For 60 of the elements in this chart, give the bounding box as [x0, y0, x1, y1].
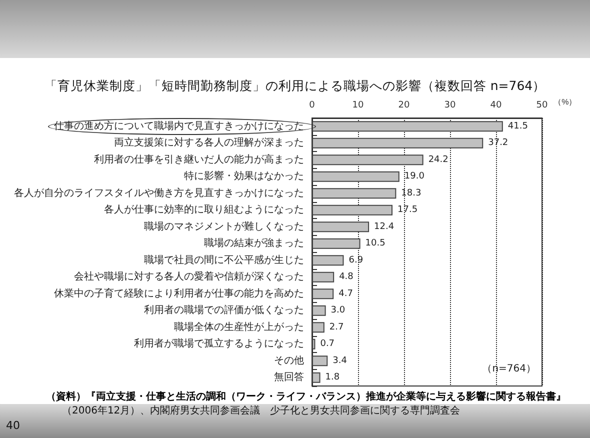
bar — [312, 238, 360, 249]
bar — [312, 322, 324, 333]
y-tick-label: 職場全体の生産性が上がった — [174, 320, 304, 333]
bar — [312, 222, 370, 232]
y-tick-label: 利用者の仕事を引き継いだ人の能力が高まった — [94, 153, 304, 166]
bar — [312, 121, 503, 132]
x-tick-label: 30 — [444, 100, 456, 110]
data-label: 24.2 — [428, 154, 448, 165]
bar — [312, 188, 396, 199]
y-tick-label: 利用者の職場での評価が低くなった — [144, 304, 304, 316]
bar — [312, 255, 344, 266]
data-label: 41.5 — [508, 121, 528, 132]
y-tick-label: その他 — [274, 354, 304, 366]
y-tick-label: 会社や職場に対する各人の愛着や信頼が深くなった — [74, 270, 304, 283]
text: （2006年12月）、内閣府男女共同参画会議 少子化と男女共同参画に関する専門調査会 — [62, 404, 460, 416]
y-tick-label: 仕事の進め方について職場内で見直すきっかけになった — [54, 120, 304, 132]
bar — [312, 338, 316, 350]
y-tick-label: 各人が自分のライフスタイルや働き方を見直すきっかけになった — [14, 186, 304, 199]
data-label: 18.3 — [401, 188, 422, 198]
y-tick-label: 無回答 — [274, 371, 304, 384]
y-tick-label: 職場で社員の間に不公平感が生じた — [144, 254, 304, 266]
bar — [312, 272, 334, 282]
x-axis-title: （%） — [554, 98, 577, 106]
bar — [312, 154, 424, 166]
bar — [312, 372, 320, 383]
data-label: 0.7 — [320, 339, 335, 350]
bar — [312, 356, 328, 366]
annotation: （n=764） — [482, 364, 536, 374]
x-tick-label: 40 — [490, 100, 502, 110]
data-label: 10.5 — [365, 238, 386, 249]
bar — [312, 171, 400, 182]
data-label: 6.9 — [348, 255, 364, 266]
data-label: 17.5 — [398, 205, 418, 216]
data-label: 2.7 — [329, 322, 344, 332]
chart-title: 「育児休業制度」「短時間勤務制度」の利用による職場への影響（複数回答 n=764） — [44, 78, 546, 93]
text: 40 — [6, 419, 20, 432]
data-label: 4.7 — [338, 288, 353, 299]
y-tick-label: 両立支援策に対する各人の理解が深まった — [114, 136, 304, 149]
y-tick-label: 職場のマネジメントが難しくなった — [144, 220, 304, 232]
bar — [312, 204, 392, 216]
data-label: 19.0 — [404, 172, 425, 182]
y-tick-label: 特に影響・効果はなかった — [184, 170, 304, 182]
y-tick-label: 利用者が職場で孤立するようになった — [134, 338, 304, 350]
text: （資料）『両立支援・仕事と生活の調和（ワーク・ライフ・バランス）推進が企業等に与える影響に関する報告書』 — [46, 390, 566, 402]
y-tick-label: 各人が仕事に効率的に取り組むようになった — [104, 204, 304, 216]
data-label: 3.4 — [332, 356, 348, 366]
data-label: 4.8 — [339, 272, 354, 282]
x-tick-label: 0 — [309, 100, 316, 110]
data-label: 37.2 — [488, 138, 508, 148]
bar — [312, 305, 326, 316]
x-tick-label: 10 — [352, 100, 364, 110]
bar — [312, 138, 484, 148]
data-label: 3.0 — [330, 306, 346, 316]
x-tick-label: 20 — [398, 100, 410, 110]
y-tick-label: 休業中の子育て経験により利用者が仕事の能力を高めた — [54, 287, 304, 300]
y-tick-label: 職場の結束が強まった — [204, 237, 304, 250]
data-label: 12.4 — [374, 222, 394, 232]
bar — [312, 288, 334, 300]
x-tick-label: 50 — [536, 100, 548, 110]
data-label: 1.8 — [325, 372, 340, 383]
